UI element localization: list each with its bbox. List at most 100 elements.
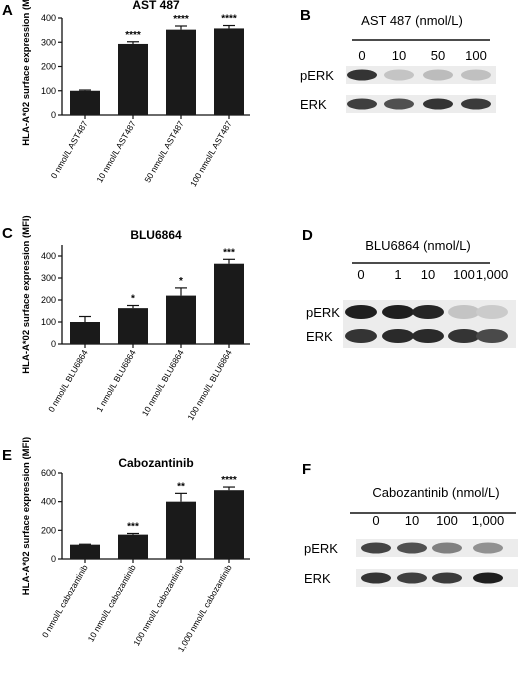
x-tick-label: 1,000 nmol/L cabozantinib [176,563,234,654]
significance-annotation: *** [127,521,139,532]
bar [70,90,100,115]
x-tick-label: 100 nmol/L BLU6864 [185,348,234,422]
panel-label-a: A [2,2,13,19]
panel-label-c: C [2,225,13,242]
x-tick-label: 100 nmol/L AST487 [188,119,234,189]
concentration-label: 1,000 [476,267,509,282]
chart-title: Cabozantinib [118,456,193,470]
concentration-label: 100 [453,267,475,282]
bar [118,43,148,116]
blot-band [345,305,377,319]
chart-cabozantinib: Cabozantinib HLA-A*02 surface expression … [21,437,250,654]
blot-title: Cabozantinib (nmol/L) [372,485,499,500]
panel-label-d: D [302,227,313,244]
concentration-label: 50 [431,48,445,63]
panel-label-e: E [2,447,12,464]
blot-band [461,98,491,110]
y-tick-label: 400 [41,251,56,261]
row-label-erk: ERK [304,571,331,586]
blot-band [384,69,414,81]
bar [70,544,100,559]
blot-band [345,329,377,343]
x-tick-label: 10 nmol/L AST487 [94,119,138,185]
y-tick-label: 0 [51,339,56,349]
concentration-label: 10 [392,48,406,63]
y-axis-label: HLA-A*02 surface expression (MFI) [21,0,32,146]
y-tick-label: 300 [41,273,56,283]
row-label-erk: ERK [300,97,327,112]
concentration-label: 100 [436,513,458,528]
bar [214,490,244,559]
y-tick-label: 600 [41,468,56,478]
blot-band [473,542,503,554]
blot-band [397,572,427,584]
y-axis-label: HLA-A*02 surface expression (MFI) [21,437,32,595]
panel-label-b: B [300,7,311,24]
concentration-label: 100 [465,48,487,63]
row-label-perk: pERK [304,541,338,556]
blot-band [361,542,391,554]
chart-blu6864: BLU6864 HLA-A*02 surface expression (MFI)… [21,215,250,422]
blot-band [448,329,480,343]
concentration-label: 1 [394,267,401,282]
blot-membrane [346,66,496,84]
western-blot-ast487: AST 487 (nmol/L) 0 10 50 100 pERK ERK [300,13,496,113]
blot-band [423,98,453,110]
concentration-label: 0 [357,267,364,282]
y-tick-label: 400 [41,497,56,507]
x-tick-label: 50 nmol/L AST487 [142,119,186,185]
blot-band [347,98,377,110]
bar [118,534,148,559]
y-tick-label: 200 [41,62,56,72]
chart-ast487: AST 487 HLA-A*02 surface expression (MFI)… [21,0,250,188]
y-tick-label: 400 [41,13,56,23]
blot-band [397,542,427,554]
blot-band [432,542,462,554]
bar [118,308,148,344]
x-tick-label: 0 nmol/L AST487 [49,119,90,180]
concentration-label: 0 [358,48,365,63]
blot-title: BLU6864 (nmol/L) [365,238,471,253]
bar [70,322,100,344]
y-tick-label: 100 [41,317,56,327]
y-tick-label: 0 [51,110,56,120]
blot-band [432,572,462,584]
significance-annotation: **** [125,30,141,41]
row-label-perk: pERK [306,305,340,320]
blot-title: AST 487 (nmol/L) [361,13,463,28]
panel-label-f: F [302,461,311,478]
chart-title: AST 487 [132,0,180,12]
blot-band [476,305,508,319]
bar [166,501,196,559]
concentration-label: 0 [372,513,379,528]
chart-title: BLU6864 [130,228,182,242]
bar [214,28,244,116]
concentration-label: 10 [421,267,435,282]
blot-band [412,305,444,319]
blot-band [384,98,414,110]
concentration-label: 1,000 [472,513,505,528]
blot-band [382,305,414,319]
blot-band [347,69,377,81]
x-tick-label: 1 nmol/L BLU6864 [94,348,138,414]
significance-annotation: **** [173,14,189,25]
blot-band [382,329,414,343]
x-tick-label: 10 nmol/L BLU6864 [140,348,186,418]
significance-annotation: ** [177,481,185,492]
concentration-label: 10 [405,513,419,528]
significance-annotation: **** [221,14,237,25]
x-tick-label: 0 nmol/L cabozantinib [40,563,90,640]
y-tick-label: 200 [41,295,56,305]
blot-band [423,69,453,81]
bar [166,29,196,115]
blot-band [448,305,480,319]
y-axis-label: HLA-A*02 surface expression (MFI) [21,215,32,373]
blot-band [412,329,444,343]
significance-annotation: *** [223,247,235,258]
bar [214,263,244,344]
y-tick-label: 300 [41,37,56,47]
row-label-perk: pERK [300,68,334,83]
blot-band [461,69,491,81]
y-tick-label: 100 [41,86,56,96]
